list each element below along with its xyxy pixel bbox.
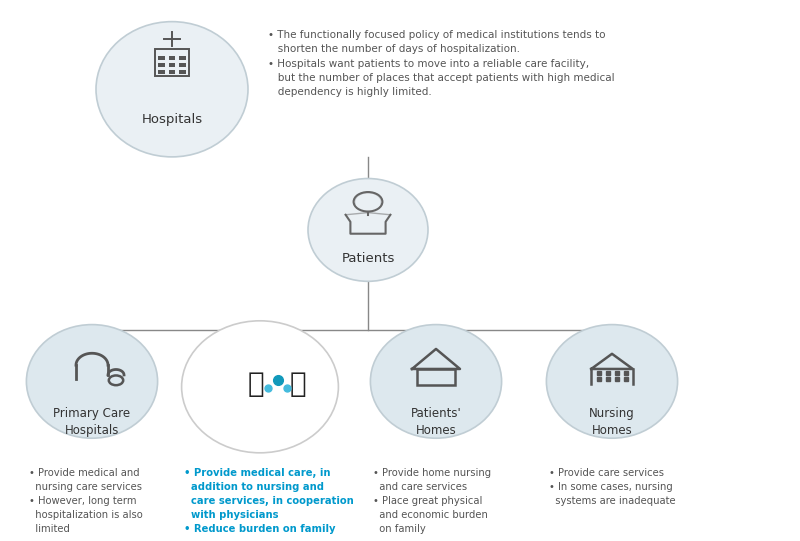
Text: 医: 医: [248, 370, 264, 398]
Ellipse shape: [26, 325, 158, 438]
Text: Primary Care
Hospitals: Primary Care Hospitals: [54, 407, 130, 437]
Text: Nursing
Homes: Nursing Homes: [589, 407, 635, 437]
Ellipse shape: [370, 325, 502, 438]
Bar: [179, 70, 186, 74]
Text: Patients'
Homes: Patients' Homes: [410, 407, 462, 437]
Ellipse shape: [308, 179, 428, 281]
Text: • Provide medical and
  nursing care services
• However, long term
  hospitaliza: • Provide medical and nursing care servi…: [29, 468, 142, 534]
Text: Patients: Patients: [342, 252, 394, 265]
Bar: [158, 63, 165, 67]
Bar: [179, 56, 186, 60]
Text: Hospitals: Hospitals: [142, 113, 202, 126]
Text: 館: 館: [290, 370, 306, 398]
Bar: [158, 56, 165, 60]
Bar: [417, 369, 455, 385]
Bar: [169, 63, 175, 67]
Bar: [169, 56, 175, 60]
Text: • Provide home nursing
  and care services
• Place great physical
  and economic: • Provide home nursing and care services…: [373, 468, 491, 534]
Text: • The functionally focused policy of medical institutions tends to
   shorten th: • The functionally focused policy of med…: [268, 30, 614, 97]
Ellipse shape: [96, 22, 248, 157]
Text: • Provide medical care, in
  addition to nursing and
  care services, in coopera: • Provide medical care, in addition to n…: [184, 468, 354, 534]
Ellipse shape: [182, 321, 338, 453]
Text: • Provide care services
• In some cases, nursing
  systems are inadequate: • Provide care services • In some cases,…: [549, 468, 675, 506]
Bar: [179, 63, 186, 67]
Ellipse shape: [546, 325, 678, 438]
Bar: [158, 70, 165, 74]
Bar: [169, 70, 175, 74]
